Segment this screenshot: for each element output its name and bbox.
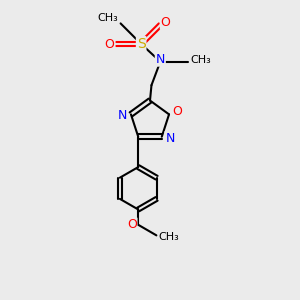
- Text: O: O: [161, 16, 170, 29]
- Text: N: N: [118, 109, 128, 122]
- Text: N: N: [156, 53, 165, 66]
- Text: N: N: [165, 132, 175, 145]
- Text: S: S: [137, 37, 146, 51]
- Text: O: O: [105, 38, 115, 50]
- Text: O: O: [172, 105, 182, 118]
- Text: O: O: [127, 218, 137, 231]
- Text: CH₃: CH₃: [190, 55, 211, 65]
- Text: CH₃: CH₃: [98, 13, 118, 23]
- Text: CH₃: CH₃: [158, 232, 179, 242]
